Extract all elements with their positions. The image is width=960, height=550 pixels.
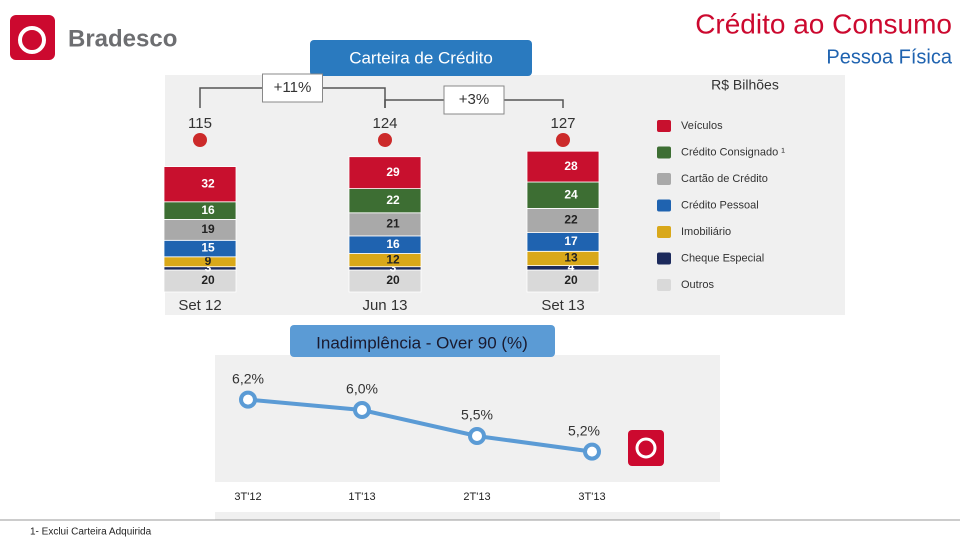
value-label: 6,0% bbox=[346, 381, 378, 397]
bar-segment bbox=[163, 239, 237, 258]
bar-segment bbox=[163, 256, 237, 268]
total-dot bbox=[193, 133, 207, 147]
tab bbox=[310, 40, 532, 76]
panel bbox=[165, 75, 845, 315]
segment-label: 20 bbox=[201, 273, 215, 287]
point bbox=[583, 442, 601, 461]
bar-segment bbox=[348, 156, 422, 189]
legend-label: Crédito Pessoal bbox=[681, 199, 759, 211]
line bbox=[247, 397, 593, 454]
logo-mark bbox=[635, 437, 657, 459]
segment-label: 32 bbox=[201, 176, 215, 190]
growth-label: +11% bbox=[274, 79, 312, 96]
x-tick-label: Jun 13 bbox=[362, 297, 407, 314]
segment-label: 20 bbox=[564, 273, 578, 287]
logo-mark bbox=[18, 26, 46, 54]
total-label: 127 bbox=[550, 115, 575, 132]
legend-swatch bbox=[657, 252, 671, 265]
legend-label: Outros bbox=[681, 279, 715, 291]
point bbox=[468, 427, 486, 445]
legend-swatch bbox=[657, 173, 671, 185]
total-dot bbox=[378, 133, 392, 147]
segment-label: 24 bbox=[564, 187, 578, 201]
segment-label: 19 bbox=[201, 222, 215, 236]
bar-segment bbox=[526, 269, 600, 293]
x-tick-label: 1T'13 bbox=[348, 491, 375, 503]
segment-label: 21 bbox=[386, 217, 400, 231]
segment-label: 9 bbox=[205, 254, 212, 268]
x-tick-label: Set 13 bbox=[541, 297, 584, 314]
total-label: 124 bbox=[372, 115, 397, 132]
bar-segment bbox=[348, 235, 422, 254]
bar-segment bbox=[348, 266, 422, 271]
footnote: 1- Exclui Carteira Adquirida bbox=[30, 527, 152, 538]
value-label: 5,5% bbox=[461, 407, 493, 423]
segment-label: 3 bbox=[205, 261, 212, 275]
segment-label: 12 bbox=[386, 252, 400, 266]
growth-box bbox=[443, 85, 505, 115]
bar-segment bbox=[348, 253, 422, 268]
legend-label: Cartão de Crédito bbox=[681, 173, 768, 185]
total-label: 115 bbox=[188, 115, 212, 132]
bar-segment bbox=[348, 269, 422, 293]
bar-segment bbox=[526, 265, 600, 271]
segment-label: 29 bbox=[386, 165, 400, 179]
x-tick-label: 3T'13 bbox=[578, 491, 605, 503]
chart-title: Inadimplência - Over 90 (%) bbox=[316, 333, 528, 352]
x-tick-label: Set 12 bbox=[178, 297, 221, 314]
bar-segment bbox=[163, 201, 237, 220]
legend-label: Cheque Especial bbox=[681, 252, 764, 264]
segment-label: 4 bbox=[568, 260, 575, 274]
segment-label: 13 bbox=[564, 251, 578, 265]
total-dot bbox=[556, 133, 570, 147]
tab bbox=[290, 325, 555, 357]
legend-label: Veículos bbox=[681, 120, 723, 132]
segment-label: 16 bbox=[386, 237, 400, 251]
legend-swatch bbox=[657, 226, 671, 238]
bar-segment bbox=[163, 166, 237, 203]
growth-label: +3% bbox=[459, 91, 489, 108]
bar-segment bbox=[348, 212, 422, 237]
legend-swatch bbox=[657, 279, 671, 291]
segment-label: 17 bbox=[564, 234, 578, 248]
bar-segment bbox=[526, 232, 600, 252]
x-tick-label: 2T'13 bbox=[463, 491, 490, 503]
legend-label: Imobiliário bbox=[681, 226, 731, 238]
bar-segment bbox=[163, 269, 237, 293]
segment-label: 22 bbox=[386, 193, 400, 207]
bar-segment bbox=[526, 150, 600, 183]
bar-segment bbox=[163, 218, 237, 241]
value-label: 5,2% bbox=[568, 422, 600, 438]
subtitle: Pessoa Física bbox=[826, 46, 952, 68]
logo-icon bbox=[628, 430, 664, 466]
bar-segment bbox=[348, 188, 422, 214]
unit: R$ Bilhões bbox=[711, 77, 779, 93]
legend-swatch bbox=[657, 146, 671, 159]
segment-label: 16 bbox=[201, 203, 215, 217]
legend-swatch bbox=[657, 199, 671, 212]
legend-label: Crédito Consignado ¹ bbox=[681, 146, 785, 158]
segment-label: 20 bbox=[386, 273, 400, 287]
segment-label: 15 bbox=[201, 241, 215, 255]
brand: Bradesco bbox=[68, 25, 177, 52]
chart-title: Carteira de Crédito bbox=[349, 48, 493, 67]
segment-label: 3 bbox=[390, 261, 397, 275]
growth-box bbox=[262, 73, 323, 103]
axis-band bbox=[215, 482, 720, 512]
point bbox=[239, 390, 257, 409]
segment-label: 22 bbox=[564, 213, 578, 227]
bar-segment bbox=[526, 250, 600, 267]
bar-segment bbox=[526, 207, 600, 233]
title: Crédito ao Consumo bbox=[695, 8, 952, 39]
point bbox=[353, 401, 371, 419]
legend-swatch bbox=[657, 120, 671, 132]
value-label: 6,2% bbox=[232, 370, 264, 386]
bar-segment bbox=[526, 181, 600, 209]
x-tick-label: 3T'12 bbox=[234, 491, 261, 503]
segment-label: 28 bbox=[564, 159, 578, 173]
bar-segment bbox=[163, 266, 237, 271]
